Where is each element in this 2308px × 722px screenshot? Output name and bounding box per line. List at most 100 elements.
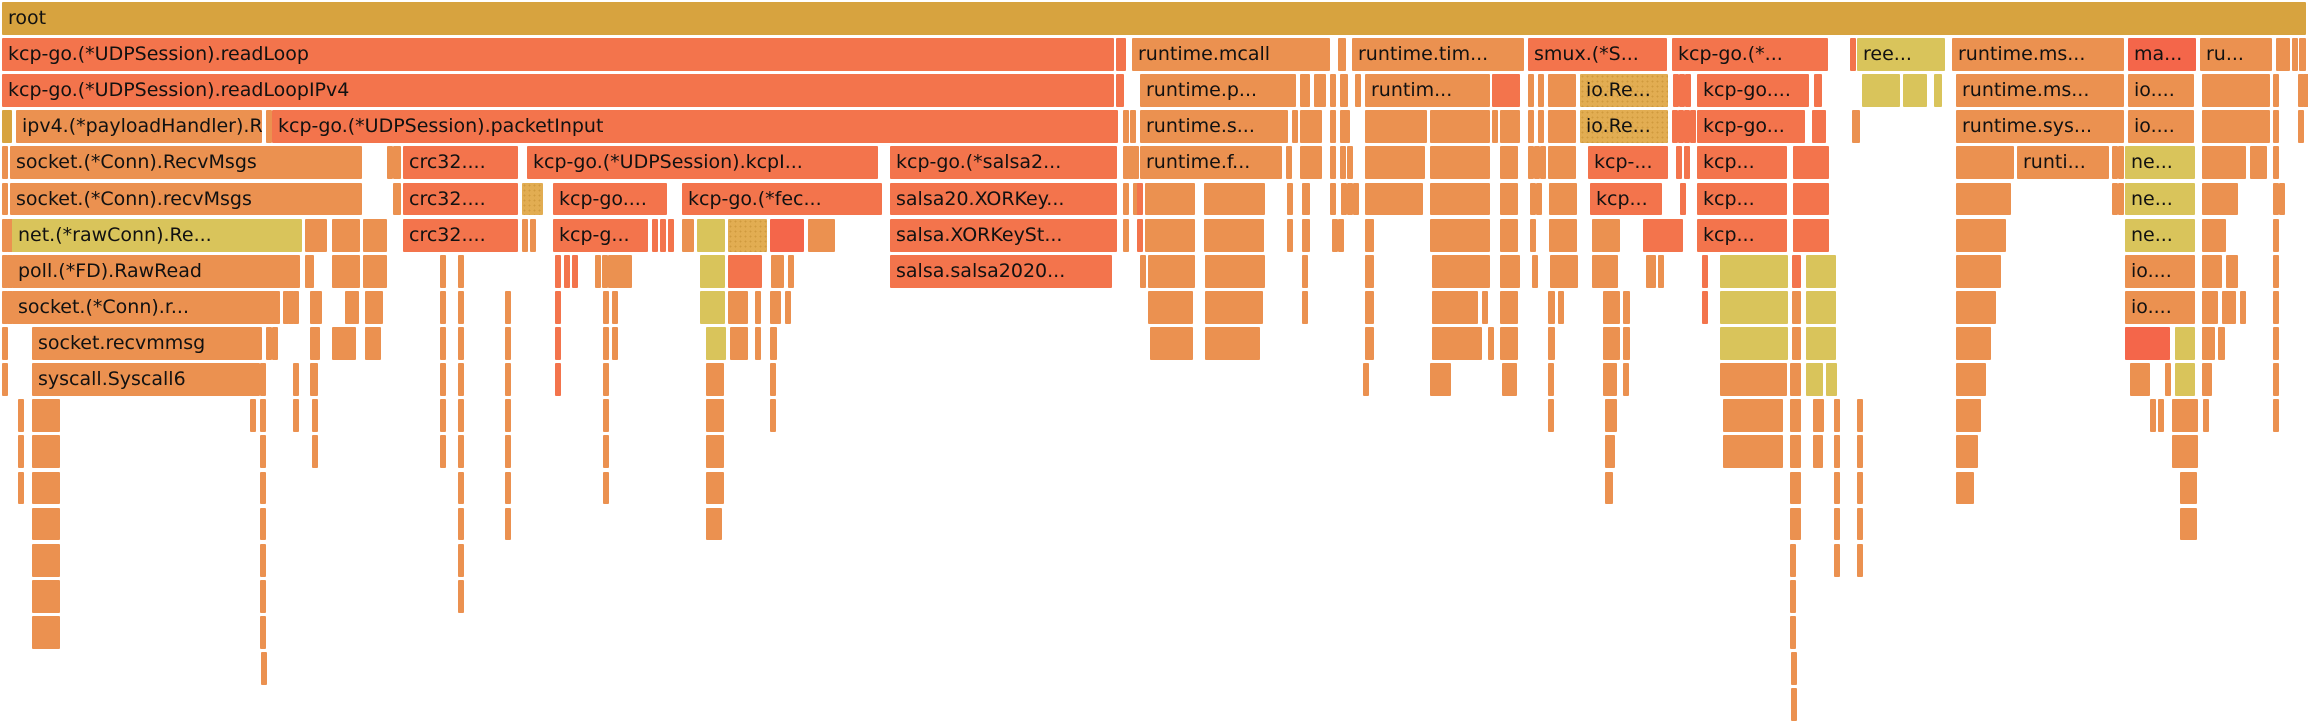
flame-frame-net-rawconn-re[interactable]: net.(*rawConn).Re... xyxy=(12,218,302,252)
flame-frame[interactable] xyxy=(305,254,314,288)
flame-frame[interactable] xyxy=(1672,110,1678,144)
flame-frame[interactable] xyxy=(1137,218,1143,252)
flame-frame[interactable] xyxy=(2,146,8,180)
flame-frame[interactable] xyxy=(1790,507,1801,541)
flame-frame[interactable] xyxy=(1128,146,1134,180)
flame-frame[interactable] xyxy=(2165,363,2171,396)
flame-frame-io-re[interactable]: io.Re... xyxy=(1580,110,1668,144)
flame-frame[interactable] xyxy=(1332,218,1338,252)
flame-frame[interactable] xyxy=(363,254,387,288)
flame-frame[interactable] xyxy=(272,327,278,360)
flame-frame[interactable] xyxy=(294,254,300,288)
flame-frame[interactable] xyxy=(243,363,249,396)
flame-frame[interactable] xyxy=(770,218,804,252)
flame-frame-io-re[interactable]: io.Re... xyxy=(1580,74,1668,108)
flame-frame[interactable] xyxy=(293,363,299,396)
flame-frame[interactable] xyxy=(1502,363,1517,396)
flame-frame[interactable] xyxy=(458,507,464,541)
flame-frame[interactable] xyxy=(1347,182,1353,216)
flame-frame-smux-s[interactable]: smux.(*S... xyxy=(1528,38,1667,71)
flame-frame[interactable] xyxy=(1548,399,1554,433)
flame-frame-runtim[interactable]: runtim... xyxy=(1365,74,1490,108)
flame-frame[interactable] xyxy=(1956,218,2006,252)
flame-frame[interactable] xyxy=(260,363,266,396)
flame-frame[interactable] xyxy=(1702,290,1708,324)
flame-frame[interactable] xyxy=(1340,74,1348,108)
flame-frame[interactable] xyxy=(458,290,464,324)
flame-frame-runtime-tim[interactable]: runtime.tim... xyxy=(1352,38,1524,71)
flame-frame-salsa-salsa2020[interactable]: salsa.salsa2020... xyxy=(890,254,1112,288)
flame-frame-ipv4-payloadhandler-r[interactable]: ipv4.(*payloadHandler).R... xyxy=(16,110,262,144)
flame-frame[interactable] xyxy=(1123,182,1129,216)
flame-frame[interactable] xyxy=(2202,363,2212,396)
flame-frame[interactable] xyxy=(1548,74,1576,108)
flame-frame[interactable] xyxy=(2273,74,2279,108)
flame-frame[interactable] xyxy=(1857,543,1863,577)
flame-frame[interactable] xyxy=(310,363,318,396)
flame-frame[interactable] xyxy=(1603,327,1620,360)
flame-frame-kcp-go[interactable]: kcp-go.... xyxy=(553,182,667,216)
flame-frame-salsa-xorkeyst[interactable]: salsa.XORKeySt... xyxy=(890,218,1117,252)
flame-frame[interactable] xyxy=(603,363,609,396)
flame-frame[interactable] xyxy=(1528,74,1534,108)
flame-frame[interactable] xyxy=(2,110,12,144)
flame-frame[interactable] xyxy=(7,218,13,252)
flame-frame[interactable] xyxy=(18,435,24,469)
flame-frame-runtime-ms[interactable]: runtime.ms... xyxy=(1952,38,2124,71)
flame-frame-kcp-go[interactable]: kcp-go... xyxy=(1697,110,1805,144)
flame-frame-kcp-go[interactable]: kcp-go.... xyxy=(1697,74,1809,108)
flame-frame[interactable] xyxy=(602,254,608,288)
flame-frame[interactable] xyxy=(1365,182,1423,216)
flame-frame[interactable] xyxy=(755,290,761,324)
flame-frame[interactable] xyxy=(2292,38,2298,71)
flame-frame[interactable] xyxy=(1145,218,1195,252)
flame-frame[interactable] xyxy=(1330,182,1336,216)
flame-frame[interactable] xyxy=(393,182,401,216)
flame-frame[interactable] xyxy=(706,327,726,360)
flame-frame[interactable] xyxy=(522,218,528,252)
flame-frame[interactable] xyxy=(1133,182,1139,216)
flame-frame[interactable] xyxy=(1430,182,1490,216)
flame-frame-kcp[interactable]: kcp... xyxy=(1697,146,1787,180)
flame-frame[interactable] xyxy=(1148,254,1195,288)
flame-frame[interactable] xyxy=(1658,254,1664,288)
flame-frame[interactable] xyxy=(2303,74,2308,108)
flame-frame[interactable] xyxy=(1430,146,1490,180)
flame-frame[interactable] xyxy=(555,254,561,288)
flame-frame[interactable] xyxy=(788,254,794,288)
flame-frame[interactable] xyxy=(332,218,360,252)
flame-frame[interactable] xyxy=(603,327,609,360)
flame-frame[interactable] xyxy=(1500,327,1518,360)
flame-frame[interactable] xyxy=(363,218,387,252)
flame-frame[interactable] xyxy=(1133,146,1139,180)
flame-frame[interactable] xyxy=(1500,290,1518,324)
flame-frame[interactable] xyxy=(1857,507,1863,541)
flame-frame[interactable] xyxy=(1548,110,1576,144)
flame-frame[interactable] xyxy=(32,579,60,613)
flame-frame[interactable] xyxy=(771,254,784,288)
flame-frame[interactable] xyxy=(2250,146,2267,180)
flame-frame[interactable] xyxy=(612,327,618,360)
flame-frame[interactable] xyxy=(266,110,272,144)
flame-frame[interactable] xyxy=(1702,254,1708,288)
flame-frame[interactable] xyxy=(603,471,609,505)
flame-frame[interactable] xyxy=(1116,74,1124,108)
flame-frame-runtime-f[interactable]: runtime.f... xyxy=(1140,146,1282,180)
flame-frame[interactable] xyxy=(505,363,511,396)
flame-frame[interactable] xyxy=(310,290,322,324)
flame-frame[interactable] xyxy=(345,290,359,324)
flame-frame-io[interactable]: io.... xyxy=(2128,110,2194,144)
flame-frame[interactable] xyxy=(2130,363,2150,396)
flame-frame[interactable] xyxy=(1723,435,1783,469)
flame-frame[interactable] xyxy=(312,399,318,433)
flame-frame[interactable] xyxy=(1592,218,1620,252)
flame-frame[interactable] xyxy=(1605,399,1617,433)
flame-frame[interactable] xyxy=(288,290,294,324)
flame-frame[interactable] xyxy=(1330,74,1336,108)
flame-frame[interactable] xyxy=(1205,290,1263,324)
flame-frame[interactable] xyxy=(706,507,722,541)
flame-frame-runtime-sys[interactable]: runtime.sys... xyxy=(1956,110,2124,144)
flame-frame[interactable] xyxy=(1538,110,1544,144)
flame-frame[interactable] xyxy=(706,363,724,396)
flame-frame[interactable] xyxy=(32,616,60,649)
